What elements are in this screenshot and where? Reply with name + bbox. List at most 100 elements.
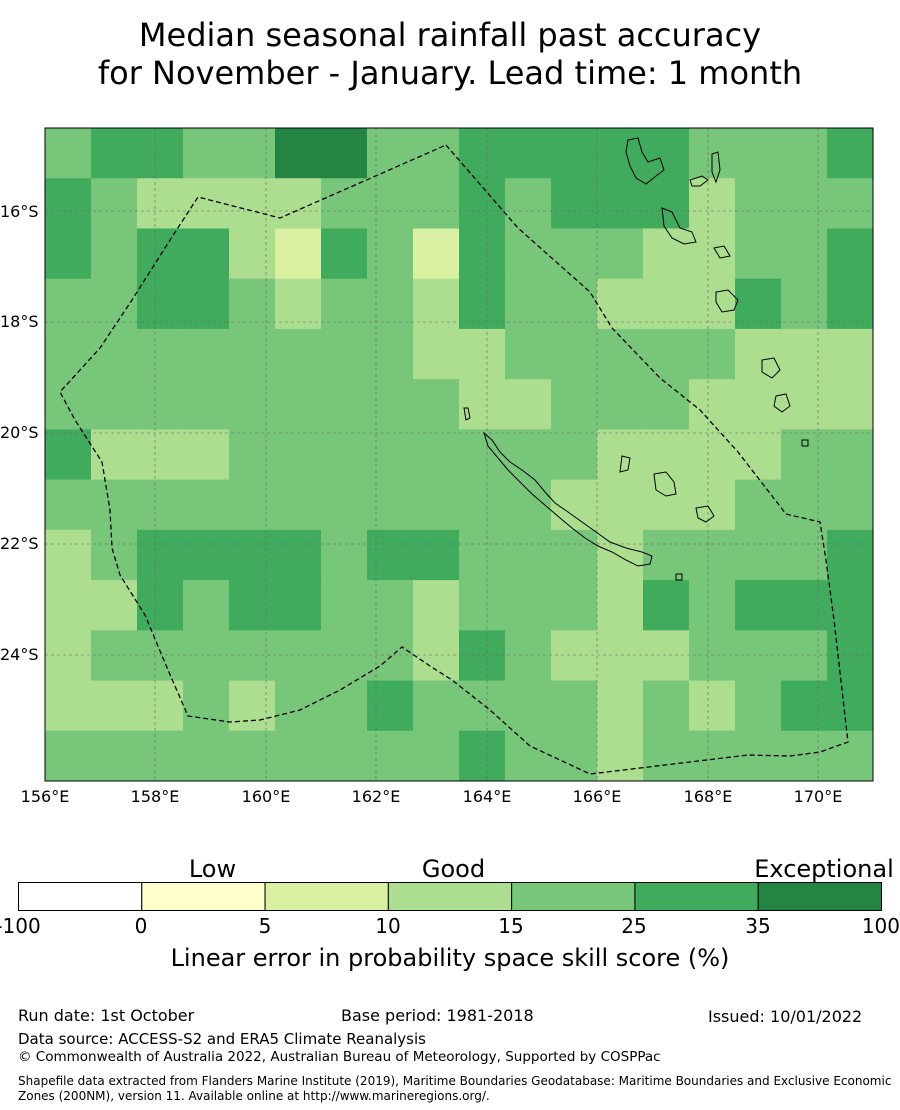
grid-cell — [183, 178, 230, 229]
loyalty-mare — [695, 505, 715, 523]
vanuatu-espiritu-santo — [625, 137, 665, 185]
vanuatu-malakula — [661, 207, 697, 245]
grid-cell — [413, 429, 460, 481]
grid-cell — [643, 680, 690, 732]
vanuatu-pentecost — [711, 151, 721, 184]
grid-cell — [321, 178, 368, 229]
grid-cell — [229, 328, 276, 380]
grid-cell — [275, 128, 322, 179]
grid-cell — [275, 479, 322, 531]
grid-cell — [643, 379, 690, 430]
grid-cell — [321, 580, 368, 631]
grid-cell — [91, 379, 138, 430]
grid-cell — [275, 328, 322, 380]
grid-cell — [413, 328, 460, 380]
vanuatu-efate — [715, 289, 739, 313]
grid-cell — [367, 630, 414, 682]
grid-cell — [459, 680, 506, 732]
colorbar-tick-label: 5 — [258, 914, 272, 938]
grid-cell — [91, 730, 138, 782]
grid-cell — [781, 128, 828, 179]
grid-cell — [827, 479, 874, 531]
grid-cell — [413, 228, 460, 280]
lat-label: 22°S — [0, 534, 39, 553]
grid-cell — [321, 479, 368, 531]
grid-cell — [781, 730, 828, 782]
grid-cell — [597, 128, 644, 179]
grid-cell — [827, 328, 874, 380]
run-date: Run date: 1st October — [18, 1006, 195, 1025]
grid-cell — [367, 128, 414, 179]
grid-cell — [689, 580, 736, 631]
colorbar-segment — [511, 882, 636, 911]
grid-cell — [735, 328, 782, 380]
grid-cell — [91, 580, 138, 631]
grid-cell — [689, 379, 736, 430]
grid-cell — [459, 630, 506, 682]
grid-cell — [275, 529, 322, 581]
colorbar-segment — [634, 882, 759, 911]
grid-cell — [551, 128, 598, 179]
grid-cell — [551, 328, 598, 380]
grid-cell — [413, 580, 460, 631]
map-frame — [44, 127, 874, 782]
grid-cell — [183, 730, 230, 782]
grid-cell — [137, 379, 184, 430]
grid-cell — [505, 228, 552, 280]
grid-cell — [137, 730, 184, 782]
grid-cell — [413, 479, 460, 531]
grid-cell — [735, 680, 782, 732]
grid-cell — [183, 128, 230, 179]
grid-cell — [183, 429, 230, 481]
grid-cell — [367, 379, 414, 430]
grid-cell — [643, 328, 690, 380]
lon-label: 168°E — [683, 787, 733, 806]
grid-cell — [597, 278, 644, 330]
category-exceptional-label: Exceptional — [754, 855, 894, 883]
vanuatu-erromango — [761, 357, 781, 379]
grid-cell — [551, 680, 598, 732]
grid-cell — [689, 429, 736, 481]
grid-cell — [275, 379, 322, 430]
grid-cell — [689, 278, 736, 330]
grid-cell — [551, 479, 598, 531]
grid-cell — [45, 278, 92, 330]
grid-cell — [367, 479, 414, 531]
data-source: Data source: ACCESS-S2 and ERA5 Climate … — [18, 1030, 426, 1048]
grid-cell — [505, 479, 552, 531]
grid-cell — [229, 680, 276, 732]
grid-cell — [597, 228, 644, 280]
grid-cell — [367, 580, 414, 631]
grid-cell — [229, 429, 276, 481]
grid-cell — [91, 529, 138, 581]
grid-cell — [45, 328, 92, 380]
loyalty-ouvea — [619, 455, 631, 473]
small-isles-north — [463, 407, 471, 421]
grid-cell — [827, 379, 874, 430]
grid-cell — [551, 630, 598, 682]
grid-cell — [321, 228, 368, 280]
grid-cell — [505, 278, 552, 330]
lon-label: 164°E — [462, 787, 512, 806]
grid-cell — [689, 479, 736, 531]
grid-cell — [735, 228, 782, 280]
grid-cell — [459, 178, 506, 229]
grid-cell — [551, 379, 598, 430]
grid-cell — [413, 278, 460, 330]
colorbar — [18, 882, 883, 911]
grid-cell — [91, 680, 138, 732]
grid-cell — [321, 278, 368, 330]
grid-cell — [91, 328, 138, 380]
issued-date: Issued: 10/01/2022 — [708, 1007, 863, 1026]
colorbar-tick-label: 15 — [498, 914, 524, 938]
lon-label: 166°E — [572, 787, 622, 806]
grid-cell — [367, 328, 414, 380]
grid-cell — [367, 680, 414, 732]
grid-cell — [735, 479, 782, 531]
grid-cell — [689, 680, 736, 732]
category-good-label: Good — [421, 855, 486, 883]
grid-cell — [459, 580, 506, 631]
grid-cell — [45, 630, 92, 682]
grid-cell — [275, 278, 322, 330]
grid-cell — [781, 178, 828, 229]
